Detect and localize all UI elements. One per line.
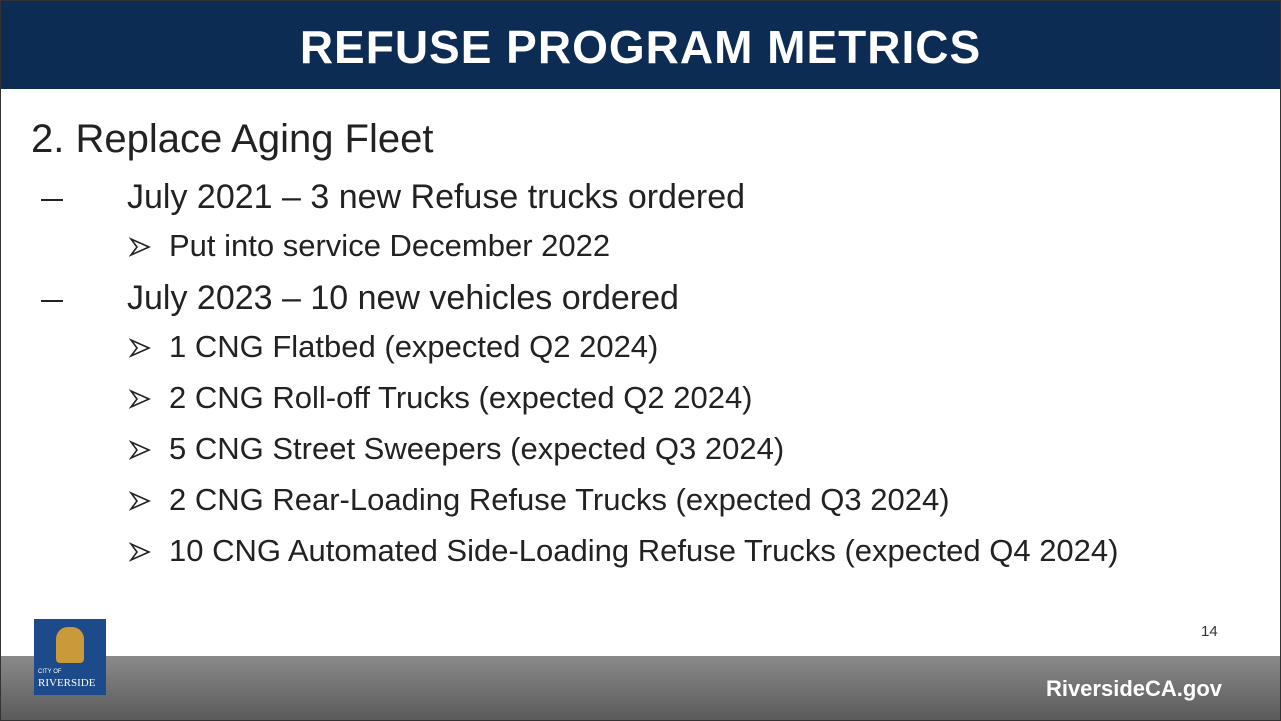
sub-item: 1 CNG Flatbed (expected Q2 2024) [1, 324, 1219, 370]
logo: CITY OF RIVERSIDE [34, 619, 106, 695]
logo-text: RIVERSIDE [38, 677, 96, 689]
logo-text: CITY OF [38, 669, 62, 675]
arrow-bullet [129, 389, 151, 409]
footer-bar [1, 656, 1280, 720]
bullet-list: July 2021 – 3 new Refuse trucks ordered P… [1, 173, 1280, 579]
arrow-bullet [129, 237, 151, 257]
website: RiversideCA.gov [1045, 676, 1222, 701]
sub-item: 2 CNG Roll-off Trucks (expected Q2 2024) [1, 375, 1219, 421]
logo-bell [56, 627, 84, 663]
sub-item: 5 CNG Street Sweepers (expected Q3 2024) [1, 426, 1219, 472]
arrow-bullet [129, 542, 151, 562]
item-text: July 2021 – 3 new Refuse trucks ordered [127, 178, 746, 216]
list-item: July 2023 – 10 new vehicles ordered [1, 274, 1280, 324]
arrow-bullet [129, 338, 151, 358]
arrow-bullet [129, 491, 151, 511]
sub-item-text: 2 CNG Roll-off Trucks (expected Q2 2024) [169, 380, 753, 415]
list-item: July 2021 – 3 new Refuse trucks ordered [1, 173, 1280, 223]
title: REFUSE PROGRAM METRICS [299, 21, 982, 73]
dash-bullet [41, 300, 63, 302]
sub-item: 10 CNG Automated Side-Loading Refuse Tru… [1, 528, 1219, 574]
arrow-bullet [129, 440, 151, 460]
sub-item-text: 1 CNG Flatbed (expected Q2 2024) [169, 329, 659, 364]
sub-item-text: Put into service December 2022 [169, 228, 611, 263]
title-bar: REFUSE PROGRAM METRICS [1, 1, 1280, 89]
sub-item: 2 CNG Rear-Loading Refuse Trucks (expect… [1, 477, 1219, 523]
dash-bullet [41, 199, 63, 201]
sub-item-text: 2 CNG Rear-Loading Refuse Trucks (expect… [169, 482, 950, 517]
sub-item: Put into service December 2022 [1, 223, 1219, 269]
sub-item-text: 5 CNG Street Sweepers (expected Q3 2024) [169, 431, 785, 466]
heading: 2. Replace Aging Fleet [31, 117, 434, 161]
item-text: July 2023 – 10 new vehicles ordered [127, 279, 679, 317]
page-number: 14 [1201, 623, 1218, 640]
sub-item-text: 10 CNG Automated Side-Loading Refuse Tru… [169, 533, 1119, 568]
